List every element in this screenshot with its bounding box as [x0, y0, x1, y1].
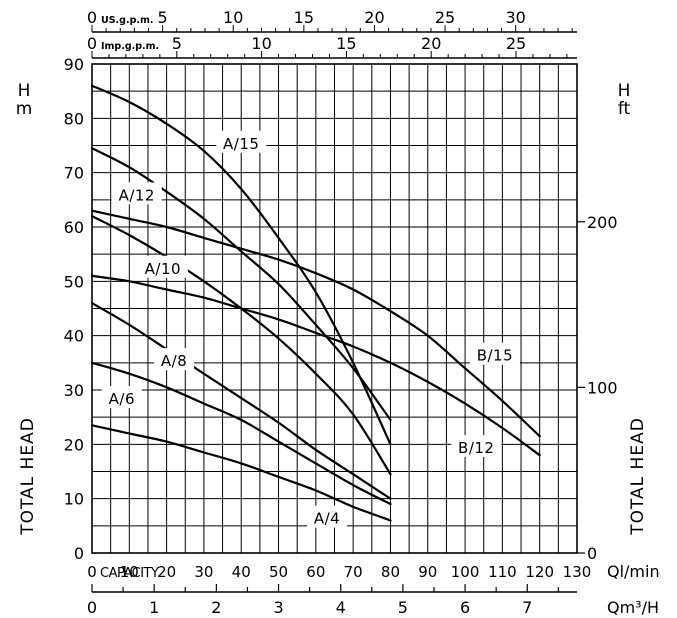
y-tick-label-right: 0 — [587, 544, 597, 563]
x-tick-label-lmin: 60 — [306, 563, 325, 581]
y-tick-label-left: 70 — [64, 164, 84, 183]
y-axis-unit-m-left: m — [16, 99, 33, 119]
y-tick-label-right: 200 — [587, 213, 618, 232]
x-axis-unit-lmin: Ql/min — [607, 562, 660, 581]
curve-label-a-8: A/8 — [161, 352, 187, 370]
curve-labels: A/15 A/12 A/10 A/8 A/6 A/4 B/15 B/12 — [101, 130, 520, 528]
pump-curves — [90, 84, 541, 522]
x-tick-label-m3h: 0 — [87, 598, 97, 617]
x-tick-label-impgpm: 15 — [336, 34, 356, 53]
y-axis-unit-h-right: H — [618, 81, 631, 101]
x-tick-label-lmin: 50 — [269, 563, 288, 581]
curve-label-b-15: B/15 — [477, 347, 513, 365]
x-tick-label-lmin: 40 — [232, 563, 251, 581]
x-tick-label-lmin: 80 — [381, 563, 400, 581]
x-tick-label-usgpm: 15 — [294, 8, 314, 27]
x-tick-label-lmin: 30 — [194, 563, 213, 581]
chart-grid — [91, 63, 578, 554]
x-tick-label-m3h: 1 — [149, 598, 159, 617]
x-tick-label-lmin: 0 — [87, 563, 97, 581]
x-tick-label-lmin: 100 — [451, 563, 480, 581]
x-axis-unit-usgpm: US.g.p.m. — [101, 15, 154, 26]
curve-label-bg-a-6 — [101, 386, 142, 409]
x-tick-label-usgpm: 30 — [505, 8, 525, 27]
x-tick-label-lmin: 130 — [563, 563, 592, 581]
x-axis-caption: CAPACITY — [100, 566, 159, 581]
x-tick-label-impgpm: 5 — [172, 34, 182, 53]
curve-a-12 — [90, 147, 392, 421]
y-tick-label-left: 30 — [64, 381, 84, 400]
curve-a-6 — [90, 361, 392, 506]
y-axis-title-left: TOTAL HEAD — [18, 417, 38, 536]
x-tick-label-lmin: 20 — [157, 563, 176, 581]
x-tick-label-usgpm: 20 — [364, 8, 384, 27]
x-tick-label-m3h: 6 — [460, 598, 470, 617]
curve-label-bg-a-12 — [111, 182, 162, 205]
curve-label-bg-a-10 — [137, 255, 188, 278]
x-tick-label-lmin: 70 — [344, 563, 363, 581]
x-tick-label-usgpm: 0 — [87, 8, 97, 27]
curve-label-b-12: B/12 — [458, 439, 494, 457]
curve-b-12 — [90, 274, 541, 457]
curve-label-a-6: A/6 — [109, 390, 135, 408]
curve-label-bg-a-8 — [154, 348, 195, 371]
y-axis-title-right: TOTAL HEAD — [628, 417, 648, 536]
curve-label-a-15: A/15 — [223, 135, 259, 153]
x-tick-label-impgpm: 10 — [251, 34, 271, 53]
x-tick-label-m3h: 2 — [211, 598, 221, 617]
x-axis-unit-impgpm: Imp.g.p.m. — [101, 41, 159, 52]
x-tick-label-m3h: 4 — [336, 598, 346, 617]
x-axis-unit-m3h: Qm³/H — [607, 598, 659, 617]
x-tick-label-impgpm: 0 — [87, 34, 97, 53]
x-tick-label-lmin: 120 — [525, 563, 554, 581]
x-tick-label-impgpm: 25 — [506, 34, 526, 53]
y-tick-label-left: 60 — [64, 218, 84, 237]
x-tick-label-m3h: 3 — [273, 598, 283, 617]
y-tick-label-left: 50 — [64, 272, 84, 291]
y-tick-label-left: 90 — [64, 55, 84, 74]
x-tick-label-usgpm: 10 — [223, 8, 243, 27]
curve-label-bg-b-15 — [469, 342, 520, 365]
curve-a-4 — [90, 424, 392, 522]
x-tick-label-usgpm: 25 — [435, 8, 455, 27]
curve-label-a-10: A/10 — [145, 260, 181, 278]
curve-b-15 — [90, 209, 541, 438]
x-tick-label-m3h: 5 — [398, 598, 408, 617]
curve-label-bg-a-4 — [307, 505, 348, 528]
x-tick-label-lmin: 90 — [418, 563, 437, 581]
y-axis-unit-ft-right: ft — [618, 99, 631, 119]
y-tick-label-left: 40 — [64, 327, 84, 346]
curve-a-15 — [90, 84, 392, 446]
plot-frame — [91, 63, 578, 554]
x-tick-label-lmin: 10 — [120, 563, 139, 581]
x-tick-label-lmin: 110 — [488, 563, 517, 581]
y-tick-label-right: 100 — [587, 378, 618, 397]
x-tick-label-usgpm: 5 — [158, 8, 168, 27]
y-axis-unit-h-left: H — [18, 81, 31, 101]
curve-label-a-4: A/4 — [314, 510, 340, 528]
curve-label-bg-a-15 — [216, 130, 267, 153]
x-tick-label-impgpm: 20 — [421, 34, 441, 53]
x-tick-label-m3h: 7 — [522, 598, 532, 617]
curve-label-a-12: A/12 — [119, 186, 155, 204]
y-tick-label-left: 80 — [64, 109, 84, 128]
y-tick-label-left: 20 — [64, 435, 84, 454]
y-tick-label-left: 0 — [74, 544, 84, 563]
curve-a-8 — [90, 302, 392, 500]
y-tick-label-left: 10 — [64, 490, 84, 509]
curve-label-bg-b-12 — [451, 435, 502, 458]
